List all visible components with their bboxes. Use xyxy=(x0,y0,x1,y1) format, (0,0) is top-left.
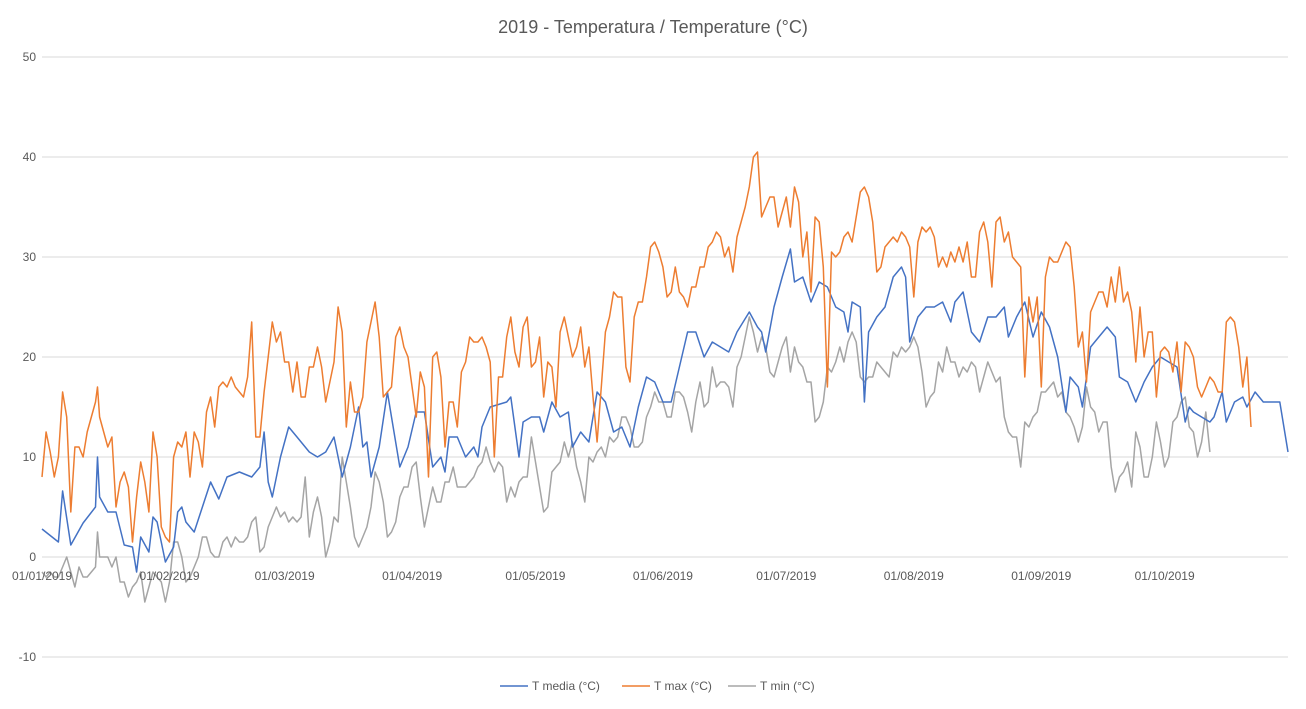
x-tick-label: 01/08/2019 xyxy=(884,569,944,583)
x-tick-label: 01/05/2019 xyxy=(505,569,565,583)
series-line-min xyxy=(41,316,1211,603)
x-tick-label: 01/07/2019 xyxy=(756,569,816,583)
y-tick-label: 40 xyxy=(23,150,37,164)
x-tick-label: 01/01/2019 xyxy=(12,569,72,583)
x-tick-label: 01/09/2019 xyxy=(1011,569,1071,583)
series-line-max xyxy=(41,151,1252,543)
legend-label: T max (°C) xyxy=(654,679,712,693)
chart-title: 2019 - Temperatura / Temperature (°C) xyxy=(498,17,808,37)
legend: T media (°C) T max (°C) T min (°C) xyxy=(500,679,815,693)
x-tick-label: 01/02/2019 xyxy=(139,569,199,583)
y-tick-label: 20 xyxy=(23,350,37,364)
y-tick-label: 0 xyxy=(29,550,36,564)
y-axis-tick-labels: -10 0 10 20 30 40 50 xyxy=(19,50,37,664)
legend-label: T min (°C) xyxy=(760,679,815,693)
y-tick-label: -10 xyxy=(19,650,37,664)
legend-label: T media (°C) xyxy=(532,679,600,693)
series-line-media xyxy=(41,248,1289,573)
x-tick-label: 01/06/2019 xyxy=(633,569,693,583)
x-axis-tick-labels: 01/01/2019 01/02/2019 01/03/2019 01/04/2019… xyxy=(12,569,1195,583)
x-tick-label: 01/04/2019 xyxy=(382,569,442,583)
series-lines xyxy=(41,151,1289,603)
x-tick-label: 01/10/2019 xyxy=(1135,569,1195,583)
y-tick-label: 10 xyxy=(23,450,37,464)
y-tick-label: 50 xyxy=(23,50,37,64)
x-tick-label: 01/03/2019 xyxy=(255,569,315,583)
y-tick-label: 30 xyxy=(23,250,37,264)
